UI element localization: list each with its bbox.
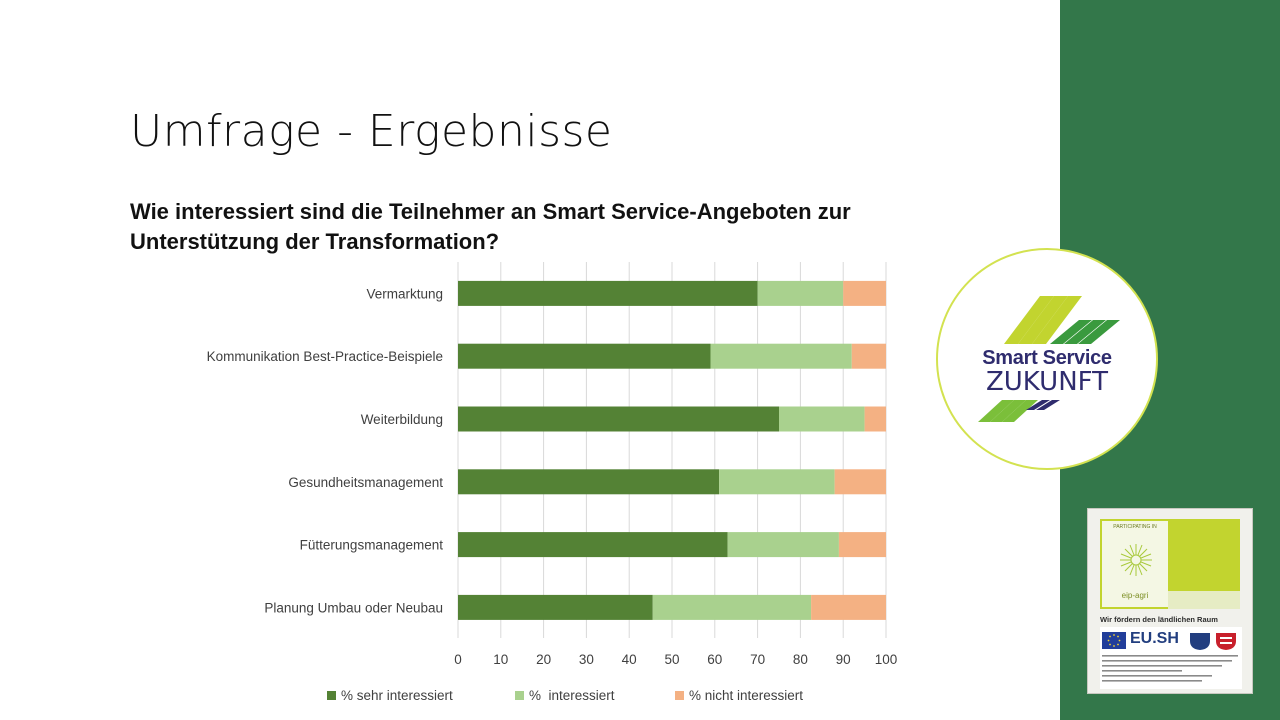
- category-label: Planung Umbau oder Neubau: [264, 600, 443, 615]
- bar-segment: [458, 343, 711, 369]
- slide-title: Umfrage - Ergebnisse: [130, 106, 613, 157]
- bar-segment: [719, 469, 835, 495]
- bar-segment: [710, 343, 852, 369]
- x-tick-label: 20: [536, 652, 551, 667]
- bar-segment: [851, 343, 886, 369]
- category-label: Fütterungsmanagement: [300, 538, 444, 553]
- legend-item: % interessiert: [515, 688, 615, 703]
- eu-sh-label: EU.SH: [1130, 630, 1179, 647]
- survey-question: Wie interessiert sind die Teilnehmer an …: [130, 199, 851, 254]
- legend-item: % nicht interessiert: [675, 688, 803, 703]
- eip-agri-card: PARTICIPATING IN eip-agri: [1100, 519, 1240, 609]
- legend-label: % sehr interessiert: [341, 688, 453, 703]
- foerder-text: Wir fördern den ländlichen Raum: [1100, 615, 1218, 624]
- eu-flag-icon: [1102, 632, 1126, 649]
- eip-agri-label: eip-agri: [1121, 591, 1149, 600]
- category-label: Kommunikation Best-Practice-Beispiele: [207, 349, 443, 364]
- x-tick-label: 40: [622, 652, 637, 667]
- legend-label: % interessiert: [529, 688, 615, 703]
- eu-funding-badge: PARTICIPATING IN eip-agri Wir fördern de…: [1087, 508, 1253, 694]
- x-tick-label: 10: [493, 652, 508, 667]
- category-label: Gesundheitsmanagement: [288, 475, 443, 490]
- participating-label: PARTICIPATING IN: [1113, 524, 1157, 530]
- eip-burst-icon: [1120, 544, 1152, 576]
- bar-segment: [652, 594, 812, 620]
- bar-segment: [843, 280, 886, 306]
- legend-swatch: [675, 691, 684, 700]
- bar-segment: [864, 406, 886, 432]
- category-label: Vermarktung: [366, 286, 443, 301]
- bar-segment: [727, 532, 839, 558]
- bar-segment: [458, 280, 758, 306]
- x-tick-label: 80: [793, 652, 808, 667]
- category-label: Weiterbildung: [361, 412, 443, 427]
- x-tick-label: 60: [707, 652, 722, 667]
- legend-label: % nicht interessiert: [689, 688, 804, 703]
- smart-service-logo: Smart Service ZUKUNFT: [936, 248, 1158, 470]
- x-tick-label: 90: [836, 652, 851, 667]
- x-tick-label: 100: [875, 652, 898, 667]
- x-tick-label: 0: [454, 652, 462, 667]
- legend-swatch: [327, 691, 336, 700]
- stacked-bar-chart: Vermarktung Kommunikation Best-Practice-B…: [207, 262, 898, 667]
- eip-strip: [1168, 591, 1240, 609]
- legend-item: % sehr interessiert: [327, 688, 453, 703]
- logo-line-1: Smart Service: [982, 347, 1112, 369]
- bar-segment: [458, 406, 779, 432]
- eu-sh-row: EU.SH: [1100, 627, 1242, 689]
- legend-swatch: [515, 691, 524, 700]
- state-crest-icon: [1190, 633, 1236, 650]
- logo-line-2: ZUKUNFT: [985, 367, 1109, 397]
- bar-segment: [757, 280, 844, 306]
- logo-stripes-icon: [978, 296, 1120, 422]
- bar-segment: [838, 532, 886, 558]
- x-tick-label: 30: [579, 652, 594, 667]
- bar-segment: [458, 594, 653, 620]
- badge-fine-print: [1102, 655, 1238, 682]
- chart-legend: % sehr interessiert % interessiert % nicht…: [0, 688, 1060, 708]
- bar-segment: [458, 532, 728, 558]
- bar-segment: [779, 406, 865, 432]
- x-tick-label: 70: [750, 652, 765, 667]
- bar-segment: [458, 469, 720, 495]
- bar-segment: [834, 469, 886, 495]
- bar-segment: [811, 594, 886, 620]
- x-tick-label: 50: [664, 652, 679, 667]
